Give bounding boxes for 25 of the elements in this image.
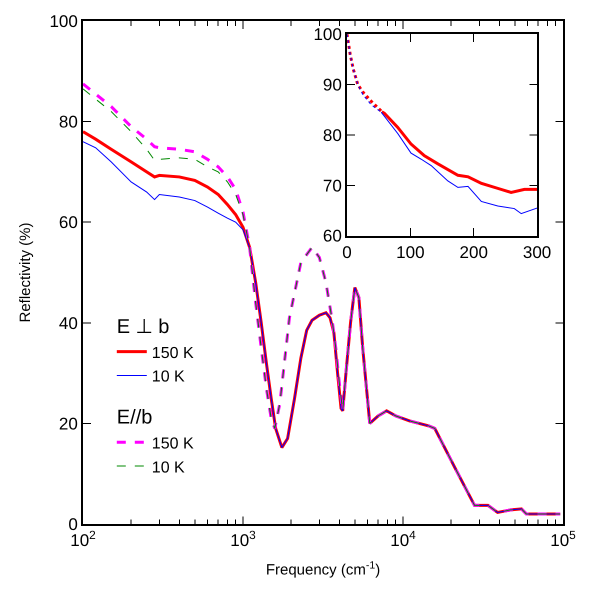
y-axis-title: Reflectivity (%) (17, 222, 34, 323)
x-tick-label: 10$^{5}$ (550, 528, 576, 550)
y-tick-label: 80 (58, 112, 78, 132)
y-tick-label: 40 (58, 314, 78, 333)
y-tick-label: 100 (49, 12, 78, 31)
y-tick-label: 20 (58, 414, 78, 434)
annotation: E//b (116, 406, 152, 429)
legend-label: 10 K (152, 459, 186, 476)
x-tick-label: 100 (396, 242, 425, 262)
y-tick-label: 60 (58, 213, 78, 232)
x-tick-label: 200 (460, 242, 488, 262)
y-tick-label: 0 (68, 514, 78, 534)
y-tick-label: 60 (322, 226, 342, 246)
legend-label: 150 K (152, 436, 194, 452)
x-tick-label: 10$^{3}$ (230, 528, 256, 550)
x-tick-label: 10$^{4}$ (390, 528, 416, 550)
y-tick-label: 90 (322, 75, 342, 94)
legend-label: 10 K (152, 368, 186, 386)
y-tick-label: 80 (322, 126, 342, 145)
x-axis-title: Frequency (cm$^{-1}$) (266, 559, 380, 579)
legend-label: 150 K (152, 344, 194, 362)
y-tick-label: 100 (313, 25, 342, 44)
annotation: E ⊥ b (116, 316, 170, 338)
x-tick-label: 300 (522, 242, 552, 262)
y-tick-label: 70 (322, 176, 342, 196)
